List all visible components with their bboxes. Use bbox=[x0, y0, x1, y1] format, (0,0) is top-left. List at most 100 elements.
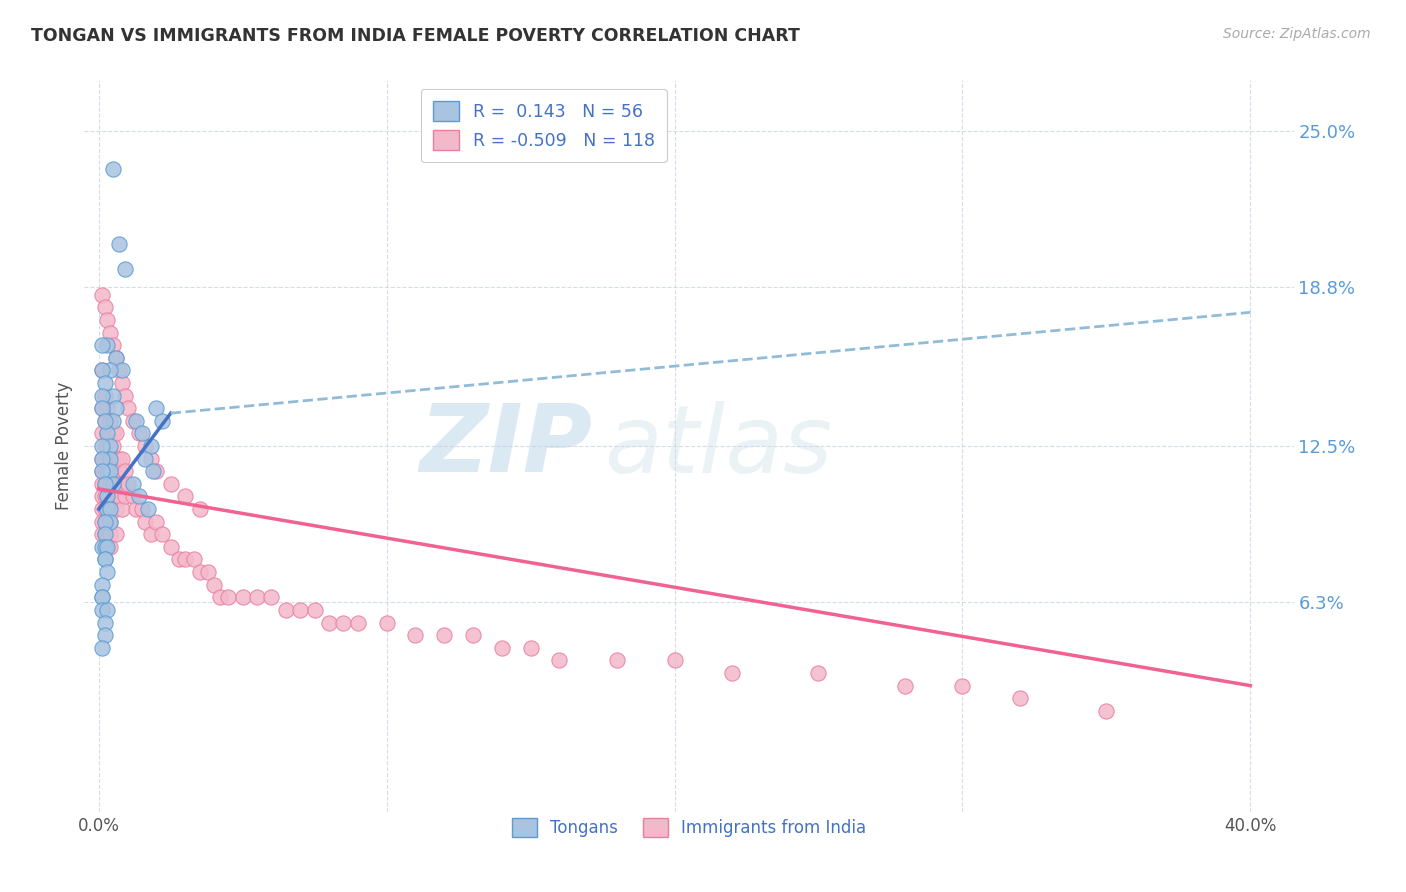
Point bbox=[105, 476, 128, 491]
Point bbox=[98, 464, 121, 478]
Point bbox=[90, 502, 112, 516]
Point bbox=[117, 401, 139, 416]
Point bbox=[101, 476, 124, 491]
Point bbox=[98, 451, 121, 466]
Point bbox=[122, 476, 145, 491]
Point bbox=[232, 591, 254, 605]
Point bbox=[111, 363, 134, 377]
Point bbox=[105, 527, 128, 541]
Point bbox=[90, 401, 112, 416]
Point bbox=[90, 527, 112, 541]
Point bbox=[96, 426, 118, 441]
Point bbox=[96, 338, 118, 352]
Point bbox=[90, 591, 112, 605]
Point bbox=[93, 476, 115, 491]
Point bbox=[114, 388, 136, 402]
Text: atlas: atlas bbox=[605, 401, 832, 491]
Point bbox=[96, 426, 118, 441]
Point bbox=[93, 451, 115, 466]
Point bbox=[134, 451, 156, 466]
Point bbox=[98, 439, 121, 453]
Point bbox=[96, 502, 118, 516]
Y-axis label: Female Poverty: Female Poverty bbox=[55, 382, 73, 510]
Point bbox=[93, 300, 115, 314]
Point bbox=[159, 540, 181, 554]
Point bbox=[318, 615, 340, 630]
Point bbox=[96, 540, 118, 554]
Point bbox=[98, 414, 121, 428]
Point bbox=[375, 615, 398, 630]
Point bbox=[548, 653, 571, 667]
Point bbox=[461, 628, 484, 642]
Point bbox=[90, 464, 112, 478]
Point bbox=[139, 451, 162, 466]
Point bbox=[404, 628, 426, 642]
Point bbox=[98, 490, 121, 504]
Text: ZIP: ZIP bbox=[419, 400, 592, 492]
Point bbox=[96, 476, 118, 491]
Point bbox=[96, 502, 118, 516]
Point bbox=[105, 426, 128, 441]
Point bbox=[150, 527, 173, 541]
Point bbox=[90, 591, 112, 605]
Point bbox=[93, 628, 115, 642]
Point bbox=[93, 540, 115, 554]
Point bbox=[93, 464, 115, 478]
Point bbox=[111, 476, 134, 491]
Legend: Tongans, Immigrants from India: Tongans, Immigrants from India bbox=[502, 808, 876, 847]
Point bbox=[98, 502, 121, 516]
Point bbox=[274, 603, 297, 617]
Point bbox=[93, 439, 115, 453]
Point bbox=[96, 527, 118, 541]
Point bbox=[96, 565, 118, 579]
Point bbox=[136, 502, 159, 516]
Point bbox=[101, 161, 124, 176]
Point bbox=[131, 502, 153, 516]
Point bbox=[96, 451, 118, 466]
Point bbox=[101, 476, 124, 491]
Point bbox=[93, 414, 115, 428]
Point bbox=[188, 565, 211, 579]
Point bbox=[105, 351, 128, 365]
Point bbox=[93, 476, 115, 491]
Point bbox=[90, 603, 112, 617]
Point bbox=[217, 591, 239, 605]
Point bbox=[98, 451, 121, 466]
Point bbox=[260, 591, 283, 605]
Point bbox=[96, 490, 118, 504]
Point bbox=[491, 640, 513, 655]
Point bbox=[246, 591, 269, 605]
Point bbox=[90, 515, 112, 529]
Point bbox=[93, 502, 115, 516]
Point bbox=[90, 464, 112, 478]
Point bbox=[93, 552, 115, 566]
Point bbox=[111, 502, 134, 516]
Point bbox=[134, 439, 156, 453]
Point bbox=[134, 515, 156, 529]
Point bbox=[114, 464, 136, 478]
Point bbox=[105, 451, 128, 466]
Point bbox=[807, 665, 830, 680]
Point bbox=[1095, 704, 1118, 718]
Point bbox=[96, 401, 118, 416]
Point bbox=[90, 476, 112, 491]
Point bbox=[101, 439, 124, 453]
Point bbox=[93, 490, 115, 504]
Point bbox=[139, 439, 162, 453]
Point bbox=[952, 679, 974, 693]
Point bbox=[122, 490, 145, 504]
Point bbox=[606, 653, 628, 667]
Point bbox=[174, 552, 197, 566]
Point bbox=[128, 426, 150, 441]
Point bbox=[304, 603, 326, 617]
Point bbox=[90, 490, 112, 504]
Point bbox=[90, 540, 112, 554]
Point bbox=[108, 490, 131, 504]
Point bbox=[1008, 691, 1031, 706]
Point bbox=[150, 414, 173, 428]
Text: TONGAN VS IMMIGRANTS FROM INDIA FEMALE POVERTY CORRELATION CHART: TONGAN VS IMMIGRANTS FROM INDIA FEMALE P… bbox=[31, 27, 800, 45]
Point bbox=[98, 515, 121, 529]
Point bbox=[111, 451, 134, 466]
Point bbox=[90, 401, 112, 416]
Point bbox=[98, 464, 121, 478]
